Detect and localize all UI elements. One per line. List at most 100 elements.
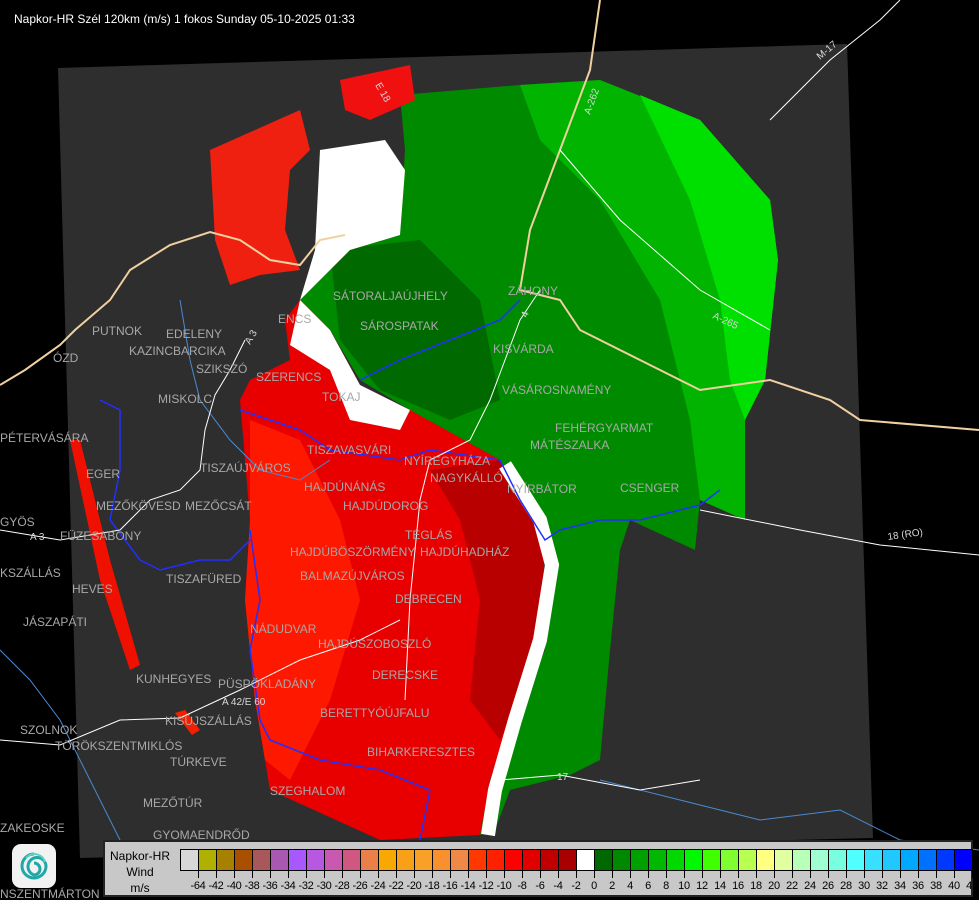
legend-color-cell bbox=[793, 850, 811, 870]
legend-color-cell bbox=[289, 850, 307, 870]
legend-tick bbox=[900, 870, 901, 878]
legend-color-cell bbox=[343, 850, 361, 870]
city-label: KISÚJSZÁLLÁS bbox=[165, 713, 252, 728]
legend-tick-label: 8 bbox=[663, 880, 669, 892]
city-label: PÉTERVÁSÁRA bbox=[0, 430, 88, 445]
legend-color-cell bbox=[271, 850, 289, 870]
city-label: TOKAJ bbox=[322, 390, 360, 404]
legend-tick-label: -26 bbox=[352, 880, 368, 892]
legend-tick bbox=[234, 870, 235, 878]
legend-tick bbox=[252, 870, 253, 878]
legend-tick bbox=[522, 870, 523, 878]
legend-tick-label: 10 bbox=[678, 880, 690, 892]
legend-color-cell bbox=[307, 850, 325, 870]
legend-tick-label: -22 bbox=[388, 880, 404, 892]
legend-color-cell bbox=[757, 850, 775, 870]
legend-tick bbox=[666, 870, 667, 878]
legend-color-cell bbox=[595, 850, 613, 870]
legend-tick-label: -36 bbox=[262, 880, 278, 892]
city-label: NSZENTMÁRTON bbox=[0, 886, 100, 900]
legend-color-cell bbox=[829, 850, 847, 870]
legend-tick-label: 0 bbox=[591, 880, 597, 892]
city-label: SÁTORALJAÚJHELY bbox=[333, 288, 448, 303]
legend-tick bbox=[540, 870, 541, 878]
legend-color-cell bbox=[739, 850, 757, 870]
city-label: DEBRECEN bbox=[395, 592, 462, 606]
legend-tick bbox=[378, 870, 379, 878]
legend-tick-label: 32 bbox=[876, 880, 888, 892]
echo-white-north bbox=[290, 140, 410, 430]
legend-quantity: Wind bbox=[126, 865, 154, 879]
legend-color-cell bbox=[631, 850, 649, 870]
city-label: MEZŐTÚR bbox=[143, 795, 203, 810]
legend-tick-label: -6 bbox=[535, 880, 545, 892]
legend-tick-label: -64 bbox=[190, 880, 206, 892]
legend-tick bbox=[918, 870, 919, 878]
county-line bbox=[249, 529, 431, 841]
city-label: BALMAZÚJVÁROS bbox=[300, 568, 405, 583]
city-label: FEHÉRGYARMAT bbox=[555, 420, 654, 435]
legend-color-cell bbox=[685, 850, 703, 870]
country-border-west bbox=[0, 230, 346, 386]
city-label: KSZÁLLÁS bbox=[0, 565, 61, 580]
legend-color-cell bbox=[559, 850, 577, 870]
legend-color-cell bbox=[235, 850, 253, 870]
legend-tick bbox=[576, 870, 577, 878]
city-label: BIHARKERESZTES bbox=[367, 745, 475, 759]
city-label: MISKOLC bbox=[158, 392, 212, 406]
city-label: SZIKSZÓ bbox=[196, 361, 247, 376]
legend-color-cell bbox=[811, 850, 829, 870]
radar-echoes bbox=[70, 65, 778, 840]
legend-tick-label: 40 bbox=[948, 880, 960, 892]
city-label: TÖRÖKSZENTMIKLÓS bbox=[55, 738, 182, 753]
legend-tick-label: 18 bbox=[750, 880, 762, 892]
legend-color-cell bbox=[397, 850, 415, 870]
road-label: A 3 bbox=[30, 532, 45, 543]
legend-tick bbox=[954, 870, 955, 878]
city-label: MEZŐCSÁT bbox=[185, 498, 252, 513]
legend-color-cell bbox=[253, 850, 271, 870]
legend-color-cell bbox=[541, 850, 559, 870]
legend-tick-label: -2 bbox=[571, 880, 581, 892]
legend-tick-label: -30 bbox=[316, 880, 332, 892]
map-title: Napkor-HR Szél 120km (m/s) 1 fokos Sunda… bbox=[14, 12, 355, 26]
legend-tick bbox=[810, 870, 811, 878]
legend-tick-label: -42 bbox=[208, 880, 224, 892]
city-label: MEZŐKÖVESD bbox=[96, 498, 181, 513]
city-label: NYÍRBÁTOR bbox=[507, 481, 577, 496]
legend-color-cell bbox=[865, 850, 883, 870]
legend-tick bbox=[558, 870, 559, 878]
city-label: FÜZESABONY bbox=[60, 529, 141, 543]
legend-color-cell bbox=[325, 850, 343, 870]
legend-tick-label: 20 bbox=[768, 880, 780, 892]
legend-tick-label: 24 bbox=[804, 880, 816, 892]
road bbox=[0, 619, 401, 746]
city-label: HAJDÚNÁNÁS bbox=[304, 479, 385, 494]
city-label: ENCS bbox=[278, 312, 311, 326]
city-label: NÁDUDVAR bbox=[250, 621, 317, 636]
legend-tick bbox=[738, 870, 739, 878]
legend-tick bbox=[882, 870, 883, 878]
legend-color-cell bbox=[577, 850, 595, 870]
legend-color-cell bbox=[919, 850, 937, 870]
legend-tick bbox=[702, 870, 703, 878]
city-label: SZERENCS bbox=[256, 370, 321, 384]
legend-tick-label: 26 bbox=[822, 880, 834, 892]
legend-tick-label: 12 bbox=[696, 880, 708, 892]
city-label: KISVÁRDA bbox=[493, 341, 554, 356]
legend-color-cell bbox=[613, 850, 631, 870]
city-label: PÜSPÖKLADÁNY bbox=[218, 676, 316, 691]
echo-red-dark bbox=[430, 460, 545, 740]
city-labels: PUTNOK EDELENY KAZINCBARCIKA SZIKSZÓ MISKOLC… bbox=[0, 283, 680, 900]
legend-tick bbox=[774, 870, 775, 878]
city-label: NYÍREGYHÁZA bbox=[404, 453, 490, 468]
echo-green-dark bbox=[330, 240, 500, 420]
legend-color-scale bbox=[180, 849, 973, 871]
city-label: ÓZD bbox=[53, 350, 79, 365]
legend-tick-label: 4 bbox=[627, 880, 633, 892]
city-label: PUTNOK bbox=[92, 324, 142, 338]
legend-tick bbox=[414, 870, 415, 878]
echo-red-nw-arc bbox=[210, 110, 310, 285]
